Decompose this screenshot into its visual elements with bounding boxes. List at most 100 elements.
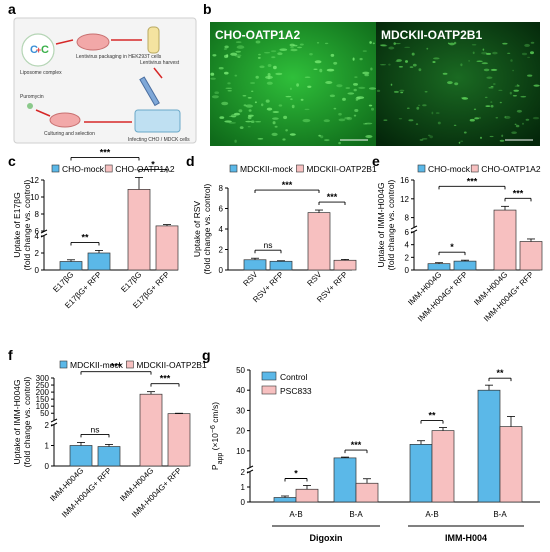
cell-speckle <box>398 66 403 68</box>
cell-speckle <box>229 115 237 117</box>
y-tick-label: 6 <box>405 228 410 237</box>
panel-label: g <box>202 347 211 363</box>
cell-speckle <box>495 117 499 119</box>
legend-swatch <box>104 164 113 173</box>
cell-speckle <box>520 95 527 98</box>
cell-speckle <box>285 129 288 132</box>
cell-speckle <box>453 41 457 45</box>
cell-speckle <box>239 126 244 129</box>
cell-speckle <box>490 101 493 103</box>
x-tick-label: RSV <box>305 270 323 288</box>
cell-speckle <box>234 74 238 77</box>
bar <box>477 389 501 503</box>
cell-speckle <box>228 122 236 124</box>
cell-speckle <box>383 119 388 121</box>
cell-speckle <box>516 84 519 87</box>
cell-speckle <box>275 72 283 76</box>
cell-speckle <box>488 86 494 89</box>
x-tick-label: IMM-H004G+ RFP <box>60 466 113 519</box>
bar <box>59 261 83 271</box>
cell-speckle <box>283 115 288 120</box>
cell-speckle <box>214 91 219 94</box>
culture-dish-icon <box>49 112 81 128</box>
y-tick-label: 1 <box>241 483 246 492</box>
cell-speckle <box>289 87 292 91</box>
cell-speckle <box>324 42 329 45</box>
cell-speckle <box>533 84 540 87</box>
cell-speckle <box>356 96 365 99</box>
cell-speckle <box>325 81 333 84</box>
cell-speckle <box>365 135 373 138</box>
cell-speckle <box>485 105 491 107</box>
significance-label: ** <box>496 368 504 378</box>
cell-speckle <box>509 91 512 95</box>
puromycin-icon <box>27 103 33 109</box>
cell-speckle <box>342 97 346 101</box>
cell-speckle <box>454 82 459 86</box>
cell-speckle <box>490 104 494 108</box>
cell-speckle <box>399 89 405 92</box>
y-tick-label: 100 <box>36 402 50 411</box>
y-tick-label: 12 <box>30 176 39 185</box>
group-label: IMM-H004 <box>445 533 487 543</box>
cell-speckle <box>370 67 373 71</box>
significance-label: *** <box>351 440 362 450</box>
legend-swatch <box>470 164 479 173</box>
panel-a-label: a <box>8 1 16 17</box>
cell-speckle <box>326 68 335 72</box>
cell-speckle <box>499 101 502 104</box>
liposome-c2-icon: C <box>41 44 49 56</box>
bar <box>355 482 379 503</box>
well-plate-icon <box>134 109 181 133</box>
legend-swatch <box>417 164 426 173</box>
bar <box>69 445 93 467</box>
legend-swatch <box>229 164 238 173</box>
cell-speckle <box>353 83 358 86</box>
cell-speckle <box>486 76 493 79</box>
cell-speckle <box>525 118 530 121</box>
cell-speckle <box>245 120 252 123</box>
cell-speckle <box>347 92 355 95</box>
cell-speckle <box>227 90 232 92</box>
cell-speckle <box>415 123 419 125</box>
panel-label: e <box>372 153 380 169</box>
cell-speckle <box>481 62 488 65</box>
cell-speckle <box>409 66 414 68</box>
cell-speckle <box>282 138 286 141</box>
bar <box>333 259 357 271</box>
cell-speckle <box>224 120 232 123</box>
cell-speckle <box>300 98 304 101</box>
cell-speckle <box>243 104 247 107</box>
cell-speckle <box>271 132 278 136</box>
cell-speckle <box>309 53 313 56</box>
cell-speckle <box>323 119 330 123</box>
y-axis-title: (fold change vs. control) <box>202 183 212 274</box>
cell-speckle <box>480 136 482 139</box>
y-axis-title: Uptake of RSV <box>192 201 202 258</box>
cell-speckle <box>248 109 252 112</box>
cell-speckle <box>304 108 310 111</box>
legend-swatch <box>261 385 277 395</box>
cell-speckle <box>453 124 457 126</box>
cell-speckle <box>400 91 404 94</box>
cell-speckle <box>362 50 367 52</box>
arrow-icon <box>153 67 163 79</box>
bar <box>97 446 121 467</box>
cell-speckle <box>230 52 238 56</box>
liposome-plus-icon: + <box>36 45 41 55</box>
cell-speckle <box>330 53 335 57</box>
cell-speckle <box>344 116 351 120</box>
cell-speckle <box>483 68 490 72</box>
bar <box>499 426 523 503</box>
cell-speckle <box>314 60 322 64</box>
y-axis-title: Uptake of E17βG <box>12 192 22 257</box>
bar <box>139 393 163 467</box>
axis-break-mark <box>410 225 418 230</box>
cell-speckle <box>390 83 393 86</box>
cell-speckle <box>469 118 475 122</box>
cell-speckle <box>512 95 518 97</box>
y-tick-label: 8 <box>35 210 40 219</box>
y-tick-label: 6 <box>35 227 40 236</box>
y-tick-label: 50 <box>40 409 49 418</box>
bar <box>307 212 331 271</box>
